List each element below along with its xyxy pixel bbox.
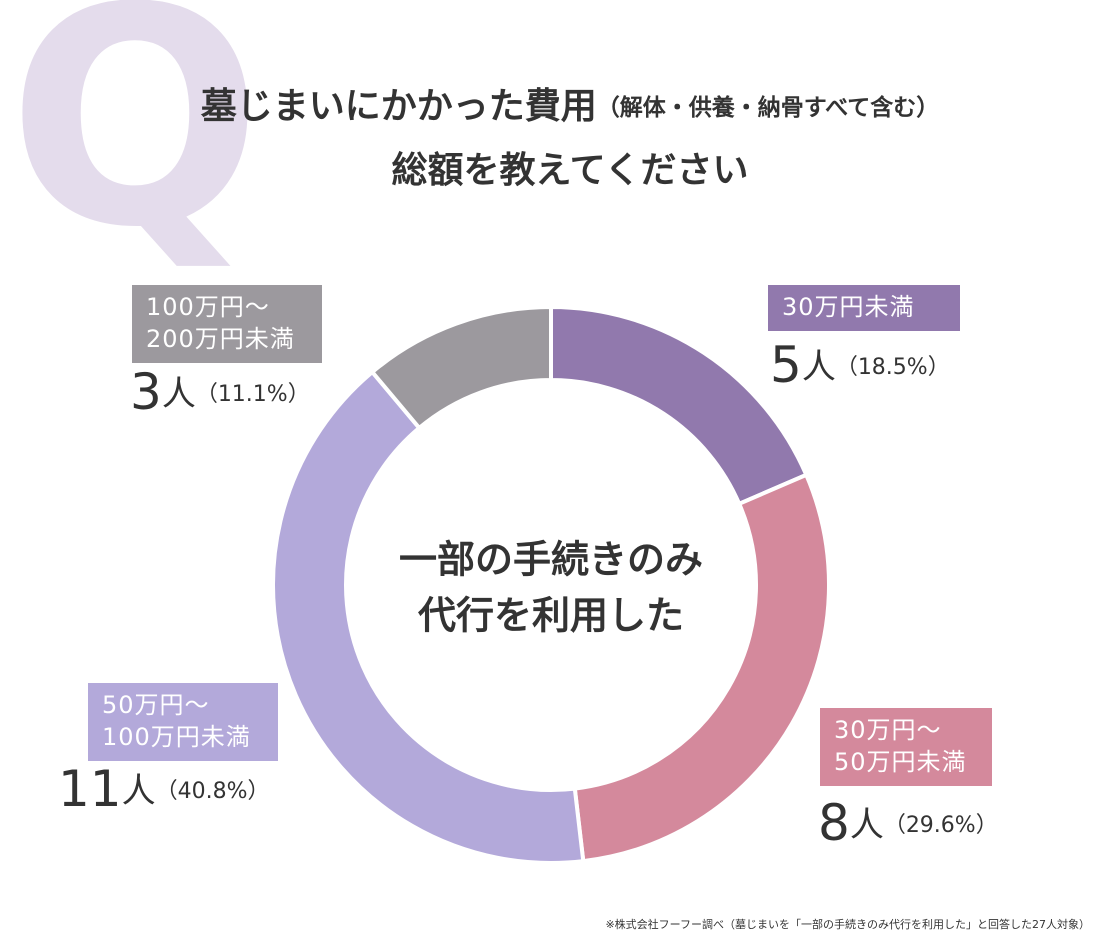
count-unit: 人 [122, 771, 156, 811]
category-label: 50万円未満 [834, 748, 967, 776]
percent-label: （11.1%） [196, 382, 310, 407]
title-main: 墓じまいにかかった費用 [201, 86, 597, 127]
count-value: 8 [818, 794, 850, 852]
count-value: 3 [130, 363, 162, 421]
label-box [132, 285, 322, 363]
count-label: 11人（40.8%） [58, 760, 270, 818]
footnote: ※株式会社フーフー調べ（墓じまいを「一部の手続きのみ代行を利用した」と回答した2… [605, 917, 1090, 931]
count-unit: 人 [162, 374, 196, 414]
center-text: 代行を利用した [418, 594, 684, 638]
count-label: 5人（18.5%） [770, 336, 950, 394]
center-text: 一部の手続きのみ [399, 538, 703, 582]
label-box [88, 683, 278, 761]
percent-label: （29.6%） [884, 813, 998, 838]
category-label: 30万円〜 [834, 716, 942, 744]
count-value: 11 [58, 760, 122, 818]
category-label: 200万円未満 [146, 325, 295, 353]
count-unit: 人 [802, 347, 836, 387]
donut-segment [271, 369, 586, 865]
percent-label: （18.5%） [836, 355, 950, 380]
donut-segment [572, 472, 831, 864]
chart-subtitle: 総額を教えてください [391, 150, 748, 191]
title-note: （解体・供養・納骨すべて含む） [597, 94, 939, 121]
percent-label: （40.8%） [156, 779, 270, 804]
chart-title: 墓じまいにかかった費用（解体・供養・納骨すべて含む） [201, 86, 940, 127]
donut-segment [369, 304, 553, 431]
label-box [820, 708, 992, 786]
label-box [768, 285, 960, 331]
count-unit: 人 [850, 805, 884, 845]
count-label: 8人（29.6%） [818, 794, 998, 852]
count-label: 3人（11.1%） [130, 363, 310, 421]
category-label: 100万円未満 [102, 723, 251, 751]
count-value: 5 [770, 336, 802, 394]
category-label: 30万円未満 [782, 293, 915, 321]
category-label: 50万円〜 [102, 691, 210, 719]
donut-segment [549, 304, 809, 507]
category-label: 100万円〜 [146, 293, 270, 321]
q-mark: Q [7, 0, 262, 293]
